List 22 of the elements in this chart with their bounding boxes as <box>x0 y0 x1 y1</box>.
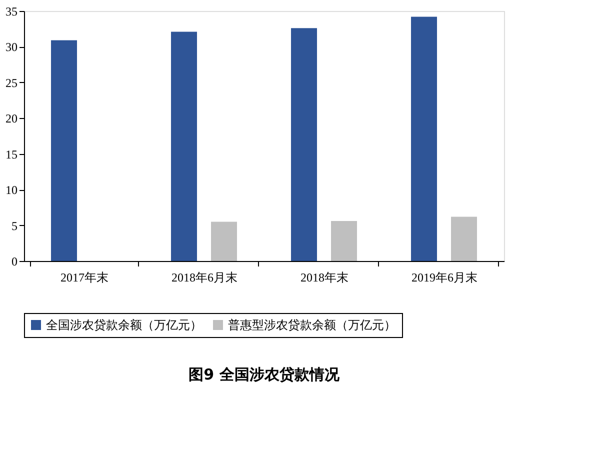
y-tick-label: 15 <box>6 147 18 162</box>
legend-label: 普惠型涉农贷款余额（万亿元） <box>228 318 396 332</box>
x-tick-label: 2017年末 <box>60 270 108 284</box>
y-tick-label: 10 <box>6 183 18 198</box>
bar <box>211 222 237 261</box>
legend-label: 全国涉农贷款余额（万亿元） <box>46 318 202 332</box>
text: 图9 全国涉农贷款情况 <box>188 366 340 384</box>
y-tick-label: 30 <box>6 40 18 54</box>
bar <box>171 32 197 261</box>
x-tick-label: 2018年末 <box>300 270 348 284</box>
y-tick-label: 20 <box>6 112 18 126</box>
y-tick-label: 35 <box>6 4 18 18</box>
bar <box>451 216 477 261</box>
bar <box>291 28 317 261</box>
bar <box>411 16 437 261</box>
bar <box>51 40 77 261</box>
y-tick-label: 25 <box>6 76 18 90</box>
y-tick-label: 0 <box>12 254 18 268</box>
y-tick-label: 5 <box>12 218 18 233</box>
x-tick-label: 2019年6月末 <box>412 270 478 284</box>
x-tick-label: 2018年6月末 <box>172 270 238 284</box>
bar <box>331 221 357 261</box>
